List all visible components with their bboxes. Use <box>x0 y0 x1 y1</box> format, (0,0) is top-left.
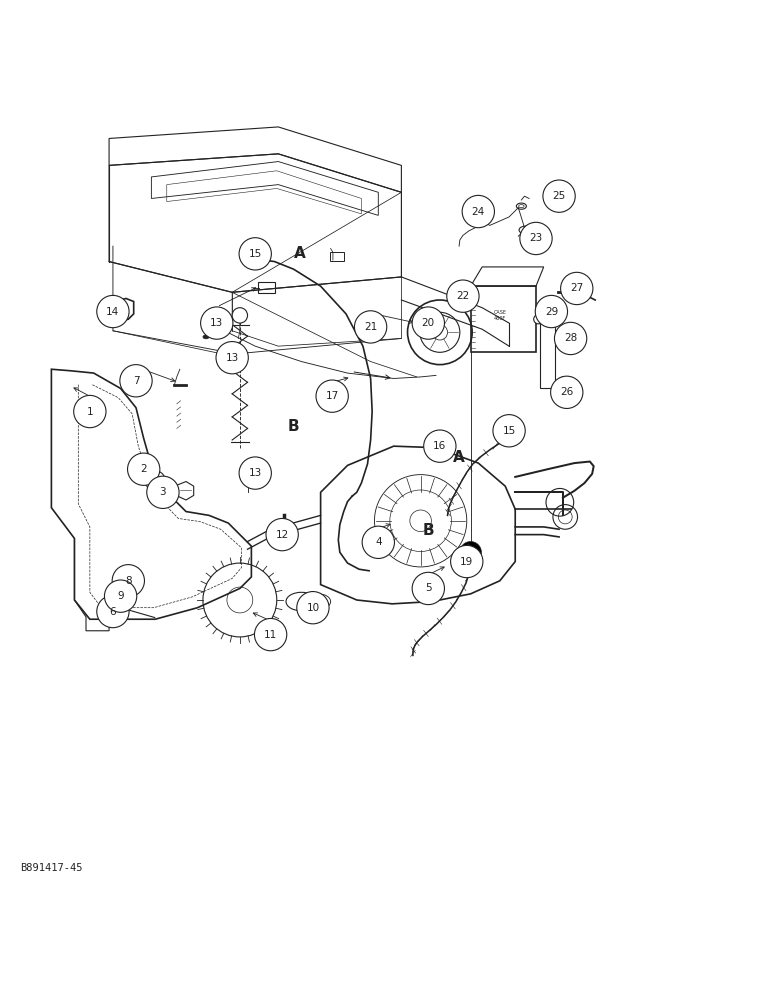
Text: 6: 6 <box>110 607 117 617</box>
Circle shape <box>96 595 129 628</box>
Circle shape <box>104 580 137 612</box>
Text: 12: 12 <box>276 530 289 540</box>
Circle shape <box>239 457 272 489</box>
Text: B: B <box>288 419 300 434</box>
Circle shape <box>412 307 445 339</box>
Circle shape <box>543 180 575 212</box>
Circle shape <box>451 545 483 578</box>
Text: 7: 7 <box>133 376 139 386</box>
Text: 10: 10 <box>306 603 320 613</box>
Circle shape <box>554 322 587 355</box>
Circle shape <box>255 618 286 651</box>
Circle shape <box>316 380 348 412</box>
Circle shape <box>447 280 479 312</box>
Circle shape <box>412 572 445 605</box>
Circle shape <box>462 195 494 228</box>
Circle shape <box>424 430 456 462</box>
Text: 19: 19 <box>460 557 473 567</box>
Text: 16: 16 <box>433 441 446 451</box>
Text: 24: 24 <box>472 207 485 217</box>
Text: 2: 2 <box>141 464 147 474</box>
Text: 28: 28 <box>564 333 577 343</box>
Circle shape <box>520 222 552 255</box>
Text: 25: 25 <box>553 191 566 201</box>
Text: 21: 21 <box>364 322 378 332</box>
Circle shape <box>550 376 583 408</box>
Circle shape <box>493 415 525 447</box>
Text: 11: 11 <box>264 630 277 640</box>
Circle shape <box>296 592 329 624</box>
Text: 14: 14 <box>107 307 120 317</box>
Ellipse shape <box>203 335 209 339</box>
Text: 20: 20 <box>422 318 435 328</box>
Text: 8: 8 <box>125 576 131 586</box>
Text: 5: 5 <box>425 583 432 593</box>
Text: 15: 15 <box>503 426 516 436</box>
Text: 1: 1 <box>86 407 93 417</box>
Circle shape <box>112 565 144 597</box>
Text: 9: 9 <box>117 591 124 601</box>
Text: 13: 13 <box>249 468 262 478</box>
Text: 17: 17 <box>326 391 339 401</box>
Bar <box>471 286 536 352</box>
Text: CASE
480F: CASE 480F <box>493 310 506 321</box>
Circle shape <box>266 518 298 551</box>
Bar <box>540 308 555 388</box>
Circle shape <box>120 365 152 397</box>
Text: 22: 22 <box>456 291 469 301</box>
Text: 23: 23 <box>530 233 543 243</box>
Text: 27: 27 <box>571 283 584 293</box>
Circle shape <box>354 311 387 343</box>
Circle shape <box>279 535 289 545</box>
Text: 3: 3 <box>160 487 166 497</box>
Text: B: B <box>422 523 434 538</box>
Text: A: A <box>294 246 306 261</box>
Circle shape <box>73 395 106 428</box>
Circle shape <box>127 453 160 485</box>
Circle shape <box>460 542 482 563</box>
Text: 13: 13 <box>225 353 239 363</box>
Circle shape <box>362 526 394 558</box>
Text: B891417-45: B891417-45 <box>21 863 83 873</box>
Text: 29: 29 <box>545 307 558 317</box>
Text: 13: 13 <box>210 318 223 328</box>
Text: A: A <box>453 450 465 465</box>
Circle shape <box>535 295 567 328</box>
Text: 4: 4 <box>375 537 381 547</box>
Circle shape <box>560 272 593 305</box>
Text: 26: 26 <box>560 387 574 397</box>
Text: 15: 15 <box>249 249 262 259</box>
Circle shape <box>96 295 129 328</box>
Circle shape <box>216 342 249 374</box>
Circle shape <box>147 476 179 508</box>
Circle shape <box>201 307 233 339</box>
Circle shape <box>533 315 543 324</box>
Circle shape <box>239 238 272 270</box>
Circle shape <box>232 308 248 323</box>
